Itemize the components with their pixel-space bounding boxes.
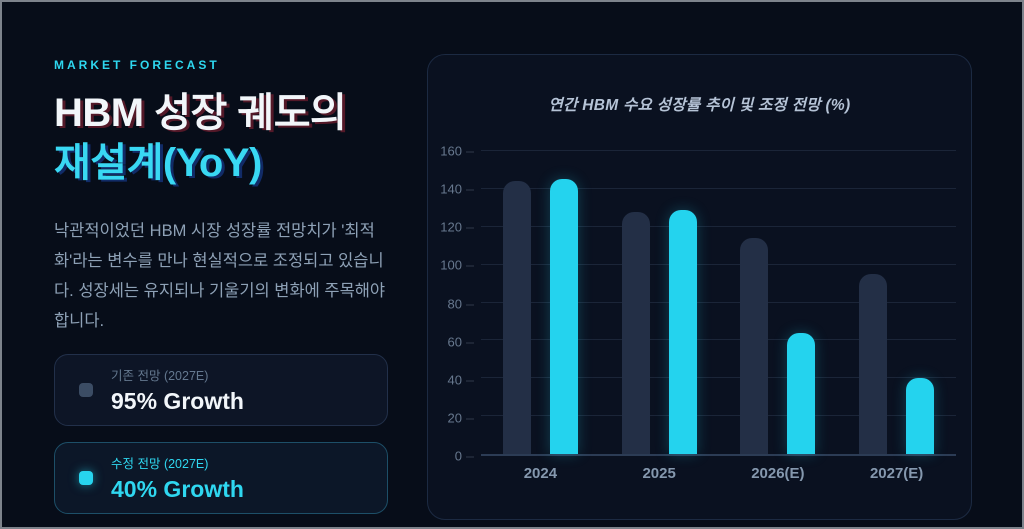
x-tick-label-2024: 2024	[523, 465, 558, 482]
plot-area	[481, 150, 956, 456]
y-tick-label-100: 100	[440, 258, 474, 273]
y-tick-label-140: 140	[440, 182, 474, 197]
x-tick-label-2025: 2025	[642, 465, 676, 482]
intro-section: MARKET FORECAST HBM 성장 궤도의 재설계(YoY) 낙관적이…	[54, 58, 394, 336]
gridline-140	[481, 187, 956, 189]
stat-card-original-label: 기존 전망 (2027E)	[111, 369, 209, 383]
bar-revised-2027(E)	[906, 378, 935, 454]
gridline-120	[481, 225, 956, 227]
chart-panel: 연간 HBM 수요 성장률 추이 및 조정 전망 (%) 0 20 40 60 80 10…	[427, 54, 972, 520]
intro-description: 낙관적이었던 HBM 시장 성장률 전망치가 '최적화'라는 변수를 만나 현실…	[54, 222, 386, 330]
bar-group-2026(E)	[719, 151, 838, 454]
bar-original-2025	[621, 211, 650, 454]
bar-original-2024	[502, 181, 531, 454]
stat-card-revised-label: 수정 전망 (2027E)	[111, 457, 209, 471]
page-title: HBM 성장 궤도의 재설계(YoY)	[54, 88, 394, 188]
bar-revised-2025	[668, 209, 697, 454]
bar-original-2026(E)	[740, 238, 769, 454]
stat-cards: 기존 전망 (2027E) 95% Growth 수정 전망 (2027E) 4…	[54, 354, 388, 514]
eyebrow-label: MARKET FORECAST	[54, 58, 220, 72]
x-tick-label-2027(E): 2027(E)	[869, 465, 924, 482]
bar-groups	[481, 151, 956, 454]
bar-group-2027(E)	[837, 151, 956, 454]
gridline-80	[481, 301, 956, 303]
stat-card-text: 기존 전망 (2027E) 95% Growth	[111, 365, 244, 415]
bar-revised-2026(E)	[787, 332, 816, 454]
y-tick-label-60: 60	[448, 334, 474, 349]
y-tick-label-0: 0	[455, 449, 474, 464]
bar-group-2024	[481, 151, 600, 454]
legend-square-muted-icon	[79, 383, 93, 397]
gridline-160	[481, 150, 956, 151]
bar-revised-2024	[549, 179, 578, 454]
gridline-20	[481, 415, 956, 417]
bar-group-2025	[600, 151, 719, 454]
gridline-60	[481, 339, 956, 341]
gridline-40	[481, 377, 956, 379]
page-title-line2: 재설계(YoY)	[54, 141, 262, 185]
y-tick-label-40: 40	[448, 372, 474, 387]
stat-card-revised-forecast: 수정 전망 (2027E) 40% Growth	[54, 442, 388, 514]
stat-card-original-forecast: 기존 전망 (2027E) 95% Growth	[54, 354, 388, 426]
y-tick-label-20: 20	[448, 410, 474, 425]
stat-card-original-value: 95% Growth	[111, 388, 244, 414]
y-tick-label-160: 160	[440, 144, 474, 159]
page-title-line1: HBM 성장 궤도의	[54, 91, 347, 135]
x-tick-label-2026(E): 2026(E)	[751, 465, 805, 482]
stat-card-text: 수정 전망 (2027E) 40% Growth	[111, 453, 244, 503]
y-tick-label-120: 120	[440, 220, 474, 235]
y-tick-label-80: 80	[448, 296, 474, 311]
gridline-100	[481, 263, 956, 265]
legend-square-accent-icon	[79, 471, 93, 485]
x-axis: 2024 2025 2026(E) 2027(E)	[481, 465, 956, 482]
stat-card-revised-value: 40% Growth	[111, 476, 244, 502]
y-axis: 0 20 40 60 80 100 120 140 160	[438, 144, 474, 464]
chart-title: 연간 HBM 수요 성장률 추이 및 조정 전망 (%)	[548, 97, 851, 114]
bar-original-2027(E)	[859, 274, 888, 454]
